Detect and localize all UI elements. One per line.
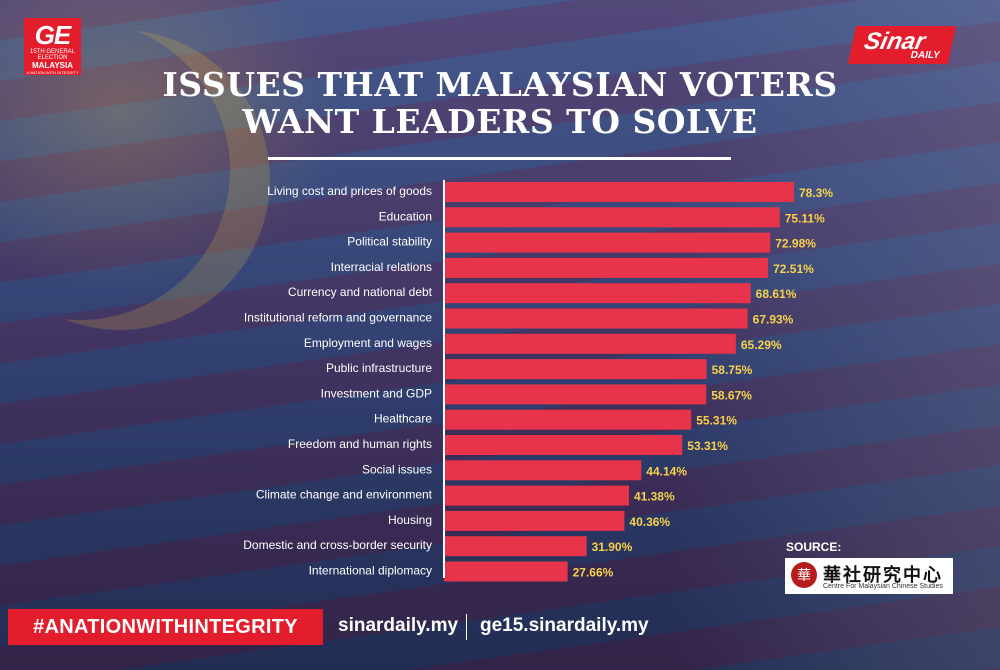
ge-logo-line1: 15TH GENERAL ELECTION: [29, 49, 75, 61]
category-label-11: Social issues: [362, 462, 432, 476]
category-label-10: Freedom and human rights: [288, 437, 432, 451]
value-label-8: 58.67%: [711, 388, 752, 402]
category-label-0: Living cost and prices of goods: [267, 184, 432, 198]
bar-13: [444, 510, 625, 531]
page-title: ISSUES THAT MALAYSIAN VOTERS WANT LEADER…: [0, 66, 1000, 140]
value-label-3: 72.51%: [773, 262, 814, 276]
value-label-1: 75.11%: [785, 211, 825, 225]
source-label: SOURCE:: [786, 540, 842, 554]
value-label-2: 72.98%: [775, 237, 816, 251]
category-label-6: Employment and wages: [304, 336, 432, 350]
ge-logo-main: GE: [34, 20, 72, 50]
bar-1: [444, 207, 780, 228]
source-name-en: Centre For Malaysian Chinese Studies: [823, 583, 943, 590]
value-label-4: 68.61%: [756, 287, 797, 301]
bar-14: [444, 536, 587, 557]
value-label-7: 58.75%: [712, 363, 753, 377]
category-label-12: Climate change and environment: [256, 488, 433, 502]
category-label-2: Political stability: [347, 235, 432, 249]
bar-12: [444, 485, 629, 506]
footer-link-sinardaily[interactable]: sinardaily.my: [338, 615, 459, 636]
bar-5: [444, 308, 748, 329]
ge15-logo: GE 15TH GENERAL ELECTION MALAYSIA A NATI…: [24, 18, 81, 75]
value-label-5: 67.93%: [753, 313, 794, 327]
value-label-10: 53.31%: [687, 439, 728, 453]
category-label-7: Public infrastructure: [326, 361, 432, 375]
category-label-8: Investment and GDP: [321, 386, 432, 400]
value-label-15: 27.66%: [573, 566, 614, 580]
source-logo: 華 華社研究中心 Centre For Malaysian Chinese St…: [785, 558, 953, 594]
bar-11: [444, 460, 642, 481]
category-label-15: International diplomacy: [309, 564, 432, 578]
category-label-9: Healthcare: [374, 412, 432, 426]
bar-15: [444, 561, 568, 582]
bar-8: [444, 384, 707, 405]
ge-logo-line2: MALAYSIA: [31, 61, 74, 70]
category-label-1: Education: [379, 209, 432, 223]
bar-0: [444, 182, 795, 202]
category-label-13: Housing: [388, 513, 432, 527]
source-name-cn: 華社研究中心: [823, 565, 943, 586]
title-line-2: WANT LEADERS TO SOLVE: [242, 102, 758, 141]
footer-link-ge15[interactable]: ge15.sinardaily.my: [480, 615, 649, 636]
category-label-3: Interracial relations: [331, 260, 432, 274]
bar-4: [444, 283, 751, 304]
bar-9: [444, 409, 692, 430]
bar-3: [444, 257, 769, 278]
category-label-4: Currency and national debt: [288, 285, 433, 299]
bar-7: [444, 359, 707, 380]
value-label-14: 31.90%: [592, 540, 633, 554]
footer-hashtag: #ANATIONWITHINTEGRITY: [8, 609, 323, 645]
value-label-9: 55.31%: [696, 414, 737, 428]
bar-2: [444, 232, 771, 253]
title-line-1: ISSUES THAT MALAYSIAN VOTERS: [162, 65, 838, 104]
value-label-11: 44.14%: [646, 464, 687, 478]
category-label-14: Domestic and cross-border security: [243, 538, 432, 552]
value-label-12: 41.38%: [634, 490, 675, 504]
source-seal-icon: 華: [791, 562, 817, 588]
value-label-6: 65.29%: [741, 338, 782, 352]
footer-separator: [466, 614, 467, 640]
value-label-13: 40.36%: [629, 515, 670, 529]
category-label-5: Institutional reform and governance: [244, 311, 432, 325]
value-label-0: 78.3%: [799, 186, 833, 200]
bar-10: [444, 435, 683, 455]
ge-logo-line3: A NATION WITH INTEGRITY: [26, 70, 79, 75]
title-divider: [268, 157, 731, 160]
chart-axis-line: [443, 180, 445, 578]
bar-6: [444, 333, 736, 354]
